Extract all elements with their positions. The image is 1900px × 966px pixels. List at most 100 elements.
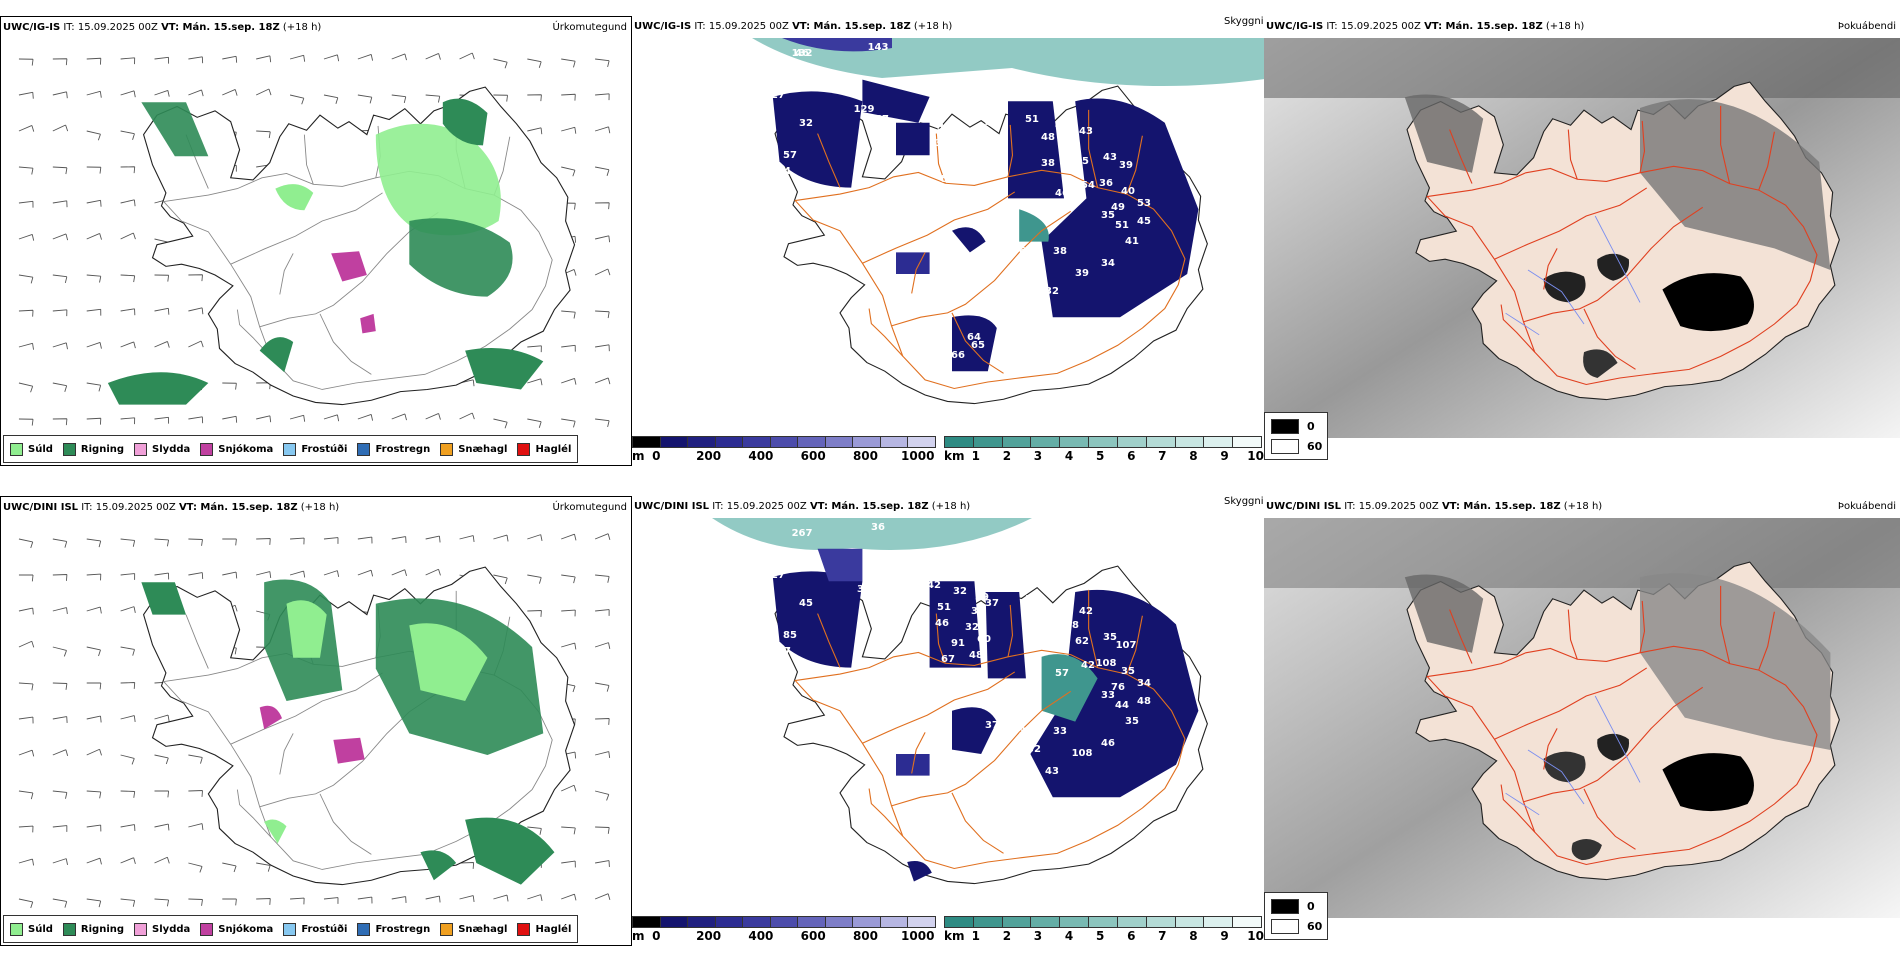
wind-barb xyxy=(594,889,613,905)
wind-barb xyxy=(594,230,613,247)
ceiling-value: 71 xyxy=(969,170,983,181)
precip-map[interactable] xyxy=(1,519,631,919)
precip-areas xyxy=(141,579,555,885)
wind-barb xyxy=(391,409,410,426)
visibility-unit: km xyxy=(944,929,965,943)
ceiling-value: 44 xyxy=(1041,638,1055,649)
colorbar-tick: 400 xyxy=(748,449,774,463)
wind-barb xyxy=(323,88,341,108)
wind-barb xyxy=(425,49,443,65)
wind-barb xyxy=(594,303,613,322)
wind-barb xyxy=(526,603,545,621)
legend-swatch xyxy=(517,442,531,456)
fog-swatch xyxy=(1271,899,1299,914)
colorbar-tick: 6 xyxy=(1127,449,1136,463)
ceiling-value: 38 xyxy=(1041,158,1055,169)
ceiling-value: 35 xyxy=(1103,632,1117,643)
ceiling-value: 27 xyxy=(771,570,785,581)
ceiling-value: 46 xyxy=(1101,738,1115,749)
wind-barb xyxy=(120,410,139,429)
precip-map[interactable] xyxy=(1,39,631,439)
legend-label: Haglél xyxy=(535,923,572,935)
valid-time: VT: Mán. 15.sep. 18Z xyxy=(1441,501,1561,512)
ceiling-value: 32 xyxy=(953,586,967,597)
precip-legend: Súld Rigning Slydda Snjókoma Frostúði Fr… xyxy=(3,915,579,943)
colorbar-cell xyxy=(660,437,689,447)
wind-barb xyxy=(594,676,612,695)
legend-label: Súld xyxy=(28,923,53,935)
ceiling-value: 132 xyxy=(792,48,813,59)
fog-index-panel: UWC/IG-IS IT: 15.09.2025 00Z VT: Mán. 15… xyxy=(1264,16,1900,466)
wind-barb xyxy=(154,85,172,102)
wind-barb xyxy=(459,409,477,425)
legend-label: Snjókoma xyxy=(218,923,274,935)
colorbar-tick: 10 xyxy=(1247,449,1264,463)
ceiling-value: 57 xyxy=(1055,668,1069,679)
fog-legend-row: 0 xyxy=(1271,899,1315,914)
colorbar-cell xyxy=(853,437,881,447)
ceiling-value: 39 xyxy=(733,88,747,99)
wind-barb xyxy=(18,533,36,552)
wind-barb xyxy=(187,410,207,428)
wind-barb xyxy=(425,565,443,581)
ceiling-value: 33 xyxy=(1101,690,1115,701)
wind-barb xyxy=(18,194,37,213)
wind-barb xyxy=(52,159,71,178)
wind-barb xyxy=(221,85,240,101)
colorbar-cell xyxy=(1002,437,1032,447)
fog-map[interactable] xyxy=(1264,38,1900,438)
ceiling-value: 46 xyxy=(935,618,949,629)
ceiling-value: 70 xyxy=(875,594,889,605)
it-value: 15.09.2025 00Z xyxy=(77,22,158,33)
wind-barb xyxy=(459,49,477,65)
ceiling-value: 129 xyxy=(854,104,875,115)
fog-map[interactable] xyxy=(1264,518,1900,918)
wind-barb xyxy=(594,373,613,390)
ceiling-colorbar-cells xyxy=(632,916,936,928)
lead-time: (+18 h) xyxy=(300,502,340,513)
legend-swatch xyxy=(357,922,371,936)
colorbar-cell xyxy=(715,917,744,927)
ceiling-value: 27 xyxy=(929,370,943,381)
ceiling-value: 48 xyxy=(1137,696,1151,707)
fog-swatch xyxy=(1271,439,1299,454)
wind-barb xyxy=(594,160,612,180)
wind-barb xyxy=(52,532,70,551)
wind-barb xyxy=(18,745,37,762)
wind-barb xyxy=(594,785,612,804)
it-label: IT: xyxy=(712,501,724,512)
colorbar-tick: 0 xyxy=(652,929,661,943)
legend-item-frostregn: Frostregn xyxy=(357,922,430,936)
ceiling-value: 67 xyxy=(875,114,889,125)
colorbar-cell xyxy=(825,437,854,447)
ceiling-value: 37 xyxy=(985,720,999,731)
colorbar-tick: 1000 xyxy=(901,929,935,943)
lead-time: (+18 h) xyxy=(282,22,322,33)
ceiling-colorbar: 0 200 400 600 800 1000 xyxy=(632,436,936,464)
wind-barb xyxy=(18,602,37,620)
visibility-colorbar-cells xyxy=(944,436,1262,448)
legend-item-haglel: Haglél xyxy=(517,442,571,456)
ceiling-value: 49 xyxy=(1111,202,1125,213)
wind-barb xyxy=(120,50,139,69)
wind-barb xyxy=(120,709,139,727)
model-name: UWC/DINI ISL xyxy=(634,501,710,512)
ceiling-value: 40 xyxy=(1027,264,1041,275)
wind-barb xyxy=(120,892,138,911)
ceiling-value: 36 xyxy=(971,606,985,617)
legend-item-snjokoma: Snjókoma xyxy=(200,922,274,936)
legend-swatch xyxy=(440,442,454,456)
colorbar-tick: 7 xyxy=(1158,929,1167,943)
wind-barb xyxy=(18,411,37,430)
wind-barb xyxy=(289,89,307,108)
legend-item-sudl: Súld xyxy=(10,922,53,936)
lead-time: (+18 h) xyxy=(1545,21,1585,32)
wind-barb xyxy=(120,337,138,354)
colorbar-tick: 200 xyxy=(696,449,722,463)
ceiling-colorbar-cells xyxy=(632,436,936,448)
fog-legend-row: 60 xyxy=(1271,919,1322,934)
wind-barb xyxy=(594,602,613,621)
wind-barb xyxy=(86,411,105,429)
